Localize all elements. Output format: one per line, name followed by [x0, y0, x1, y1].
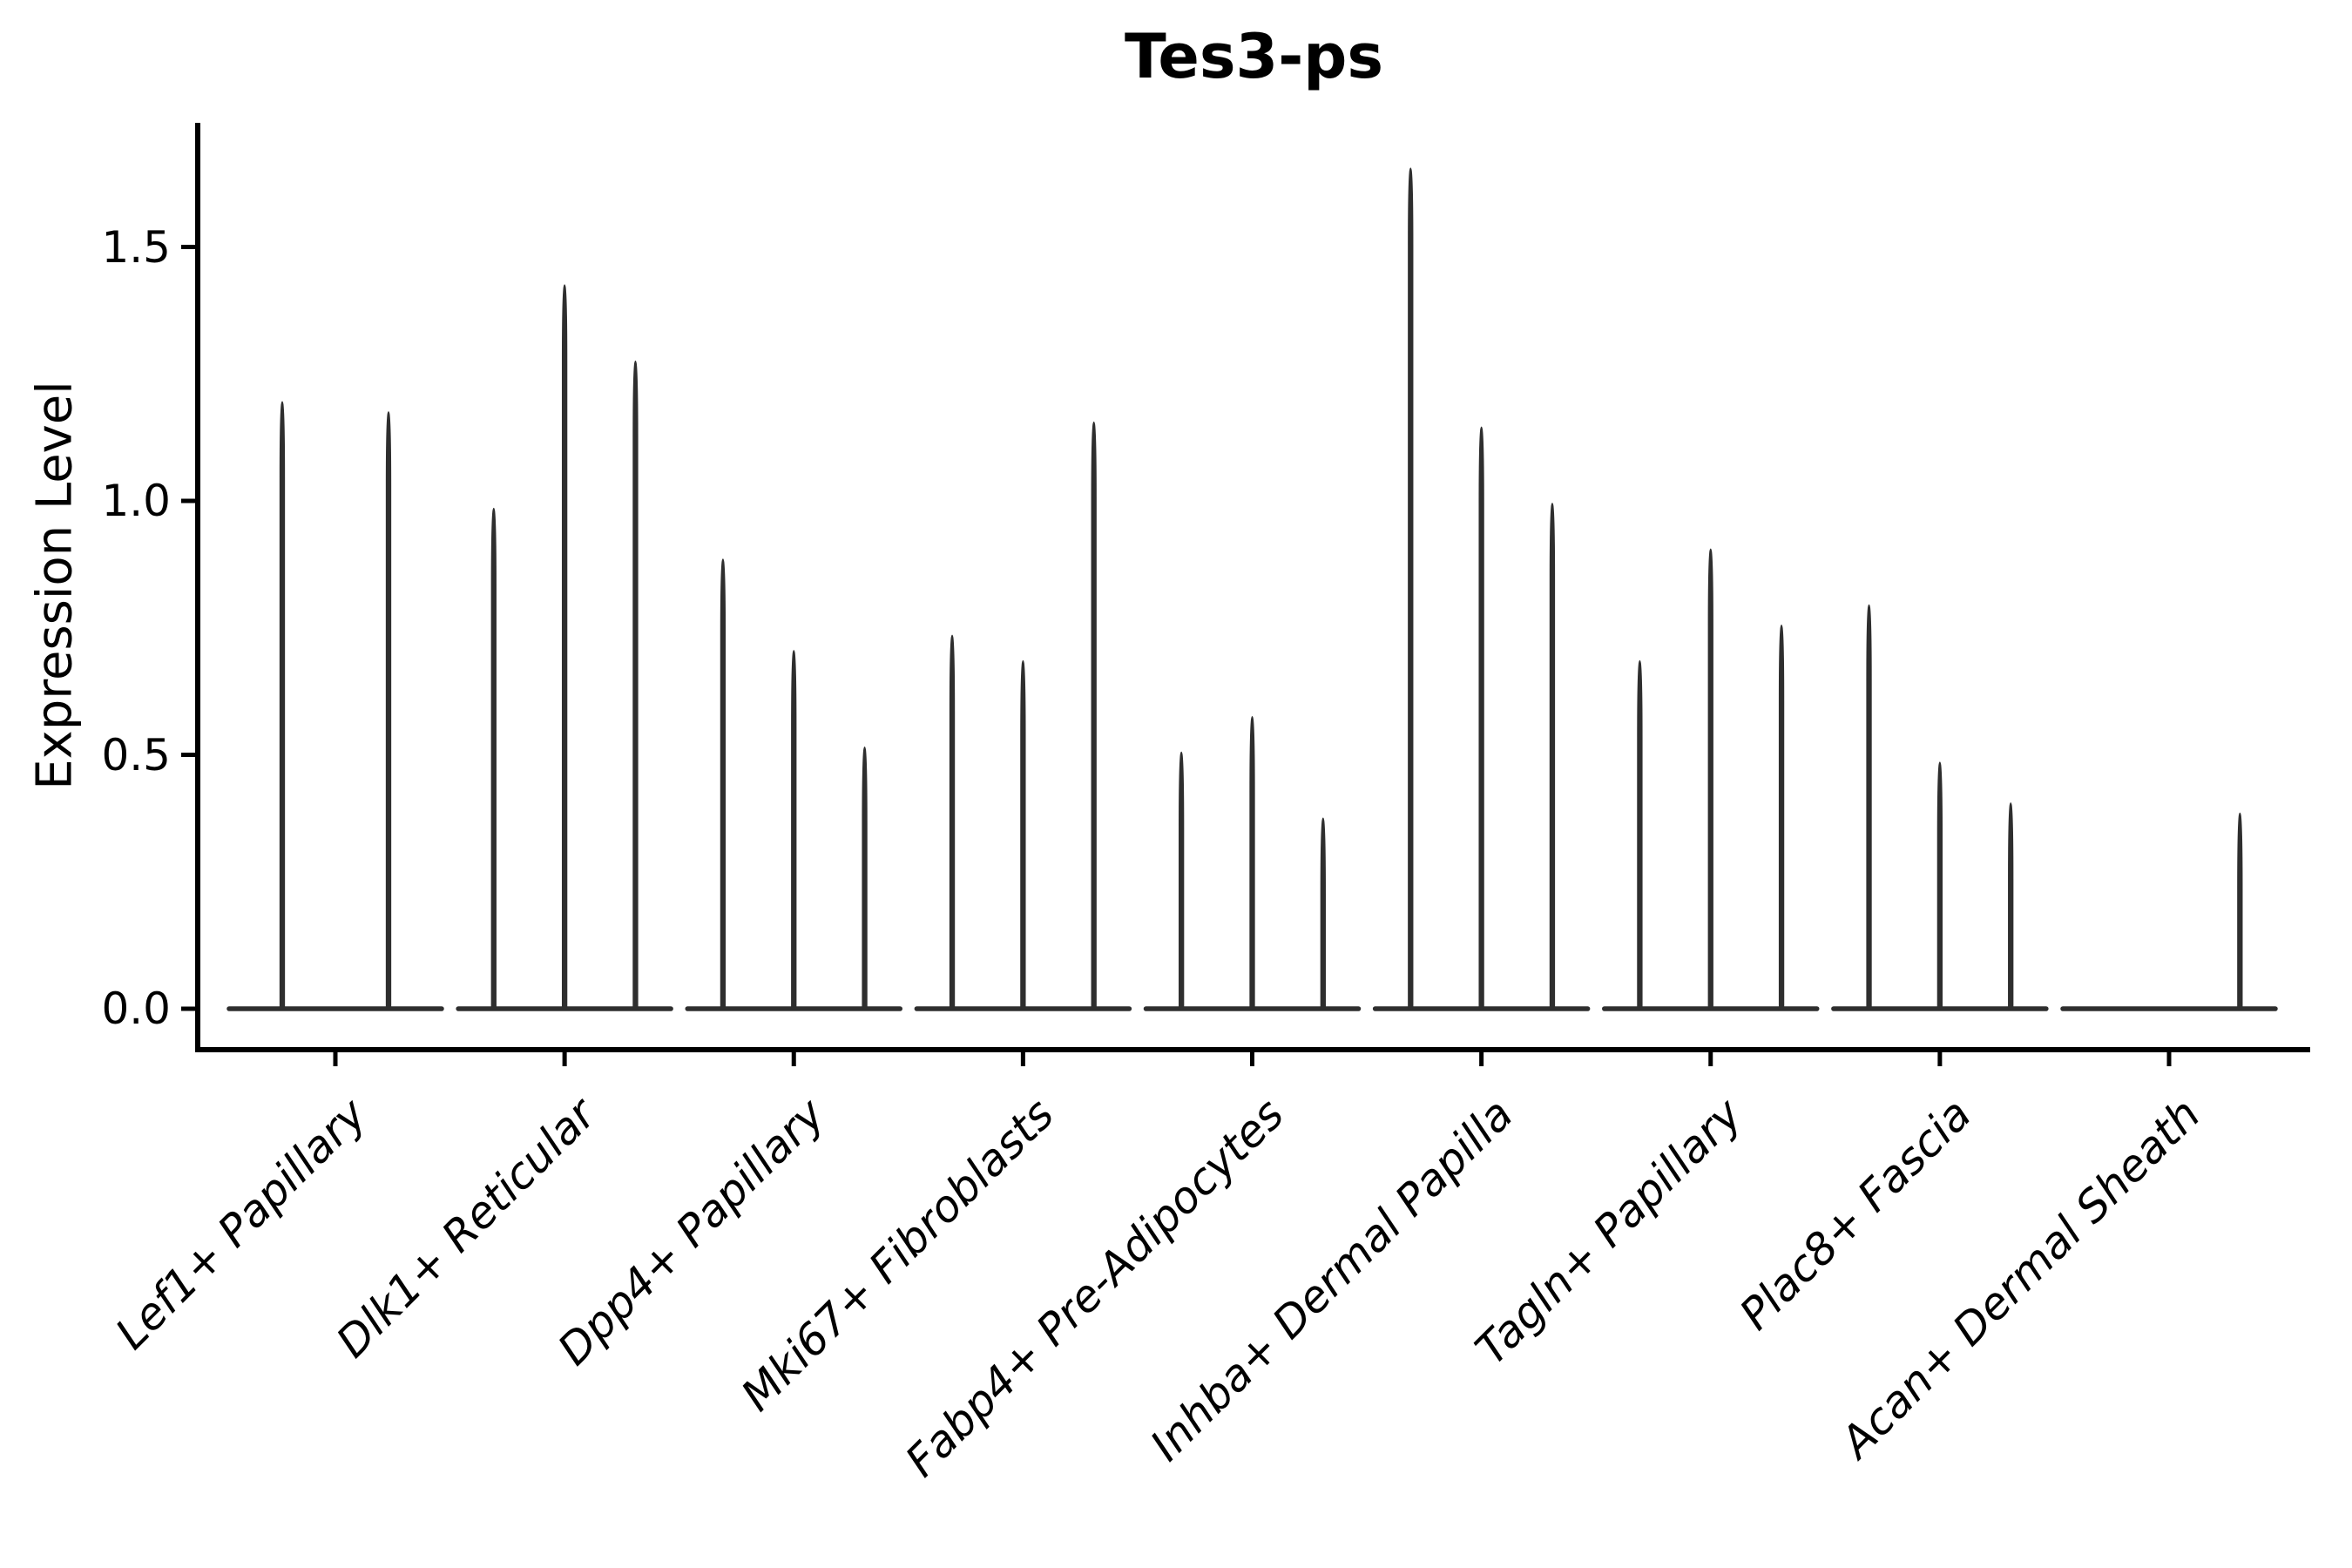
y-tick-label: 0.5	[101, 729, 171, 781]
violin	[1020, 659, 1026, 1010]
violin-group	[1831, 604, 2049, 1011]
y-tick-label: 0.0	[101, 983, 171, 1034]
violin-group	[1602, 548, 1820, 1011]
violin-group	[226, 401, 444, 1011]
violin	[1478, 426, 1484, 1010]
violin-group	[914, 421, 1132, 1011]
violin	[862, 746, 868, 1010]
violin	[791, 650, 797, 1010]
violin	[1637, 659, 1643, 1010]
violin	[561, 284, 568, 1010]
violin	[1408, 167, 1414, 1010]
violin	[2008, 802, 2014, 1010]
violin	[1549, 503, 1556, 1010]
violin-group	[1372, 167, 1591, 1011]
violin-group	[456, 284, 673, 1011]
violin	[1249, 715, 1255, 1010]
violin	[1320, 817, 1326, 1010]
violin-group	[685, 558, 902, 1011]
violin-group	[2060, 812, 2278, 1011]
violin	[490, 507, 497, 1010]
chart-title: Tes3-ps	[1124, 21, 1384, 92]
violin	[949, 634, 956, 1010]
violin	[385, 411, 392, 1010]
violin	[632, 360, 639, 1010]
violin	[279, 401, 286, 1010]
violin	[1936, 761, 1943, 1010]
violin	[1091, 421, 1097, 1010]
violin	[1707, 548, 1713, 1010]
y-tick-label: 1.0	[101, 476, 171, 526]
violin	[1179, 751, 1185, 1010]
violin	[2237, 812, 2243, 1010]
violin	[1866, 604, 1872, 1010]
violin	[720, 558, 727, 1010]
violin	[1778, 625, 1785, 1010]
y-tick-label: 1.5	[101, 221, 171, 273]
violin-group	[1143, 715, 1362, 1011]
